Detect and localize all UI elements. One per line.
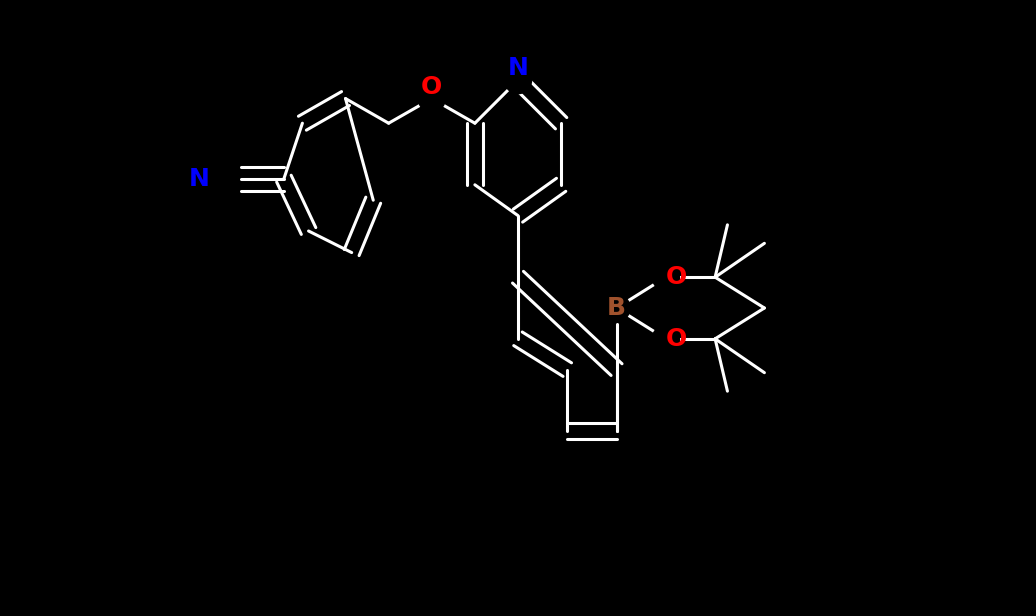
Circle shape bbox=[603, 294, 630, 322]
Text: B: B bbox=[607, 296, 626, 320]
Circle shape bbox=[653, 325, 680, 352]
Text: O: O bbox=[422, 75, 442, 99]
Text: N: N bbox=[190, 167, 210, 190]
Text: N: N bbox=[508, 56, 528, 80]
Text: O: O bbox=[666, 327, 687, 351]
Circle shape bbox=[197, 165, 224, 192]
Circle shape bbox=[653, 264, 680, 291]
Circle shape bbox=[419, 85, 445, 112]
Text: O: O bbox=[666, 265, 687, 289]
Circle shape bbox=[505, 67, 531, 94]
